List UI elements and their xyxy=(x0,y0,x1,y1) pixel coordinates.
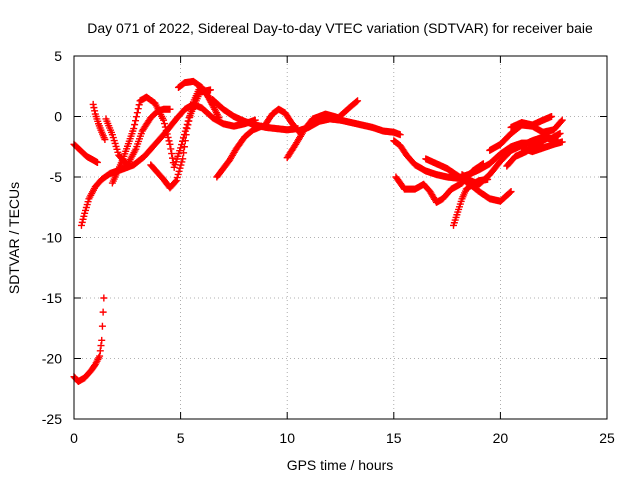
data-point xyxy=(98,322,106,330)
data-point xyxy=(396,131,404,139)
data-point xyxy=(548,113,556,120)
data-point xyxy=(160,120,168,128)
data-point xyxy=(173,174,181,182)
data-point xyxy=(177,161,185,169)
data-point xyxy=(93,158,101,166)
x-tick-label: 5 xyxy=(177,430,185,446)
series-arc-13 xyxy=(326,114,404,139)
data-point xyxy=(188,102,196,110)
y-tick-label: -25 xyxy=(42,411,62,427)
data-point xyxy=(163,130,171,138)
data-point xyxy=(258,122,266,130)
data-point xyxy=(171,178,179,186)
data-point xyxy=(507,188,515,196)
data-point xyxy=(178,158,186,166)
data-point xyxy=(91,107,99,115)
x-tick-label: 25 xyxy=(599,430,615,446)
data-point xyxy=(206,86,214,94)
data-point xyxy=(172,177,180,185)
data-point xyxy=(180,149,188,157)
data-point xyxy=(215,114,223,122)
data-point xyxy=(353,98,361,106)
data-point xyxy=(96,347,104,355)
data-point xyxy=(100,294,108,302)
data-point xyxy=(168,150,176,158)
series-arc-1 xyxy=(70,140,101,166)
data-point xyxy=(166,105,174,113)
data-point xyxy=(98,336,106,344)
data-point xyxy=(99,308,107,316)
x-tick-label: 15 xyxy=(386,430,402,446)
data-point xyxy=(168,154,176,162)
data-point xyxy=(180,143,188,151)
data-point xyxy=(354,97,362,105)
data-point xyxy=(181,137,189,145)
data-layer xyxy=(70,77,566,385)
data-point xyxy=(176,164,184,172)
data-point xyxy=(131,121,139,129)
data-point xyxy=(134,105,142,113)
data-point xyxy=(162,127,170,135)
y-tick-label: -20 xyxy=(42,351,62,367)
data-point xyxy=(558,116,566,124)
data-point xyxy=(132,117,140,125)
data-point xyxy=(166,140,174,148)
y-tick-label: 5 xyxy=(54,48,62,64)
y-tick-label: 0 xyxy=(54,109,62,125)
data-point xyxy=(160,116,168,124)
y-tick-label: -10 xyxy=(42,230,62,246)
series-arc-22 xyxy=(518,138,566,156)
data-point xyxy=(558,138,566,146)
y-tick-label: -5 xyxy=(50,169,63,185)
data-point xyxy=(90,104,98,112)
data-point xyxy=(101,135,109,143)
data-point xyxy=(89,100,97,108)
data-point xyxy=(161,123,169,131)
x-tick-label: 20 xyxy=(493,430,509,446)
y-axis-label: SDTVAR / TECUs xyxy=(6,182,22,294)
series-arc-10 xyxy=(213,122,266,181)
data-point xyxy=(164,133,172,141)
data-point xyxy=(130,125,138,133)
data-point xyxy=(188,106,196,114)
data-point xyxy=(187,109,195,117)
data-point xyxy=(556,129,564,137)
series-arc-12 xyxy=(283,97,362,162)
data-point xyxy=(97,342,105,350)
chart-title: Day 071 of 2022, Sidereal Day-to-day VTE… xyxy=(87,20,593,36)
data-point xyxy=(179,155,187,163)
data-point xyxy=(135,101,143,109)
series-arc-2 xyxy=(77,100,259,229)
plot-frame xyxy=(73,55,608,420)
series-arc-4 xyxy=(89,100,109,143)
series-arc-15 xyxy=(392,160,487,206)
data-point xyxy=(185,117,193,125)
grid xyxy=(74,56,607,419)
data-point xyxy=(479,160,487,168)
data-point xyxy=(186,113,194,121)
data-point xyxy=(167,145,175,153)
data-point xyxy=(165,137,173,145)
data-point xyxy=(175,167,183,175)
x-tick-label: 0 xyxy=(70,430,78,446)
data-point xyxy=(132,113,140,121)
data-point xyxy=(183,125,191,133)
data-point xyxy=(174,170,182,178)
series-arc-8 xyxy=(174,77,223,122)
data-point xyxy=(133,109,141,117)
data-point xyxy=(96,352,104,360)
data-point xyxy=(184,121,192,129)
y-axis-ticks: -25 -20 -15 -10 -5 0 5 xyxy=(42,48,607,427)
data-point xyxy=(182,131,190,139)
series-arc-3 xyxy=(70,294,108,385)
x-axis-label: GPS time / hours xyxy=(287,457,394,473)
data-point xyxy=(557,117,565,125)
series-arc-21 xyxy=(507,113,556,131)
x-tick-label: 10 xyxy=(279,430,295,446)
x-axis-ticks: 0 5 10 15 20 25 xyxy=(70,56,615,446)
data-point xyxy=(177,144,185,152)
data-point xyxy=(506,188,514,196)
y-tick-label: -15 xyxy=(42,290,62,306)
